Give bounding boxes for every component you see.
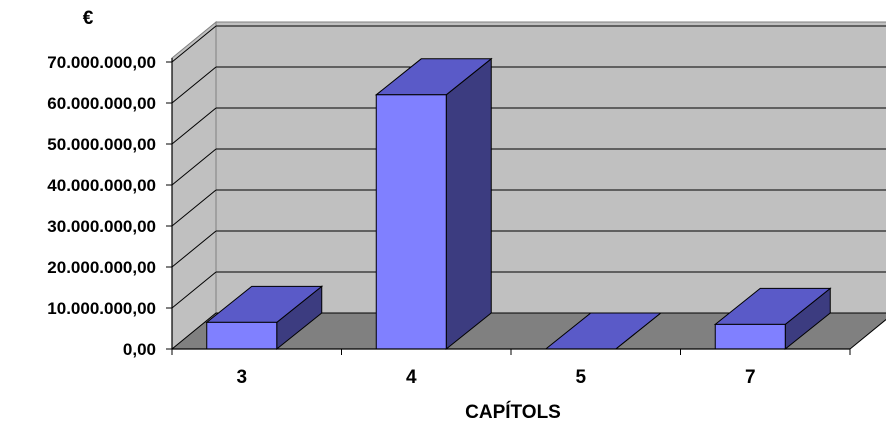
y-axis-label: € xyxy=(83,8,94,29)
gridline-side xyxy=(171,107,217,145)
bar xyxy=(374,57,493,351)
gridline-side xyxy=(171,66,217,104)
bars xyxy=(205,57,832,351)
gridline-side xyxy=(171,25,217,63)
gridline-side xyxy=(171,271,217,309)
y-tick-labels: 0,00 10.000.000,00 20.000.000,00 30.000.000… xyxy=(47,53,156,359)
category-label: 7 xyxy=(745,367,756,388)
bar-side xyxy=(445,57,492,351)
gridlines xyxy=(171,25,886,309)
bar xyxy=(713,287,832,351)
y-tick-label: 20.000.000,00 xyxy=(47,258,156,277)
y-tick-label: 70.000.000,00 xyxy=(47,53,156,72)
side-wall xyxy=(171,20,217,351)
bar-front xyxy=(206,321,278,350)
bar-front xyxy=(714,323,786,350)
y-tick-label: 50.000.000,00 xyxy=(47,135,156,154)
y-tick-label: 40.000.000,00 xyxy=(47,176,156,195)
y-tick-label: 10.000.000,00 xyxy=(47,299,156,318)
gridline-side xyxy=(171,230,217,268)
back-wall xyxy=(215,21,886,314)
gridline-side xyxy=(171,189,217,227)
gridline-side xyxy=(171,148,217,186)
axes xyxy=(166,58,851,355)
y-tick-label: 30.000.000,00 xyxy=(47,217,156,236)
x-tick-labels: 3 4 5 7 xyxy=(236,367,755,388)
bar xyxy=(205,285,324,351)
category-label: 3 xyxy=(236,367,247,388)
y-tick-label: 0,00 xyxy=(123,340,156,359)
y-tick-label: 60.000.000,00 xyxy=(47,94,156,113)
category-label: 4 xyxy=(406,367,417,388)
bar-front xyxy=(375,94,447,350)
x-axis-label: CAPÍTOLS xyxy=(465,401,561,423)
category-label: 5 xyxy=(575,367,586,388)
